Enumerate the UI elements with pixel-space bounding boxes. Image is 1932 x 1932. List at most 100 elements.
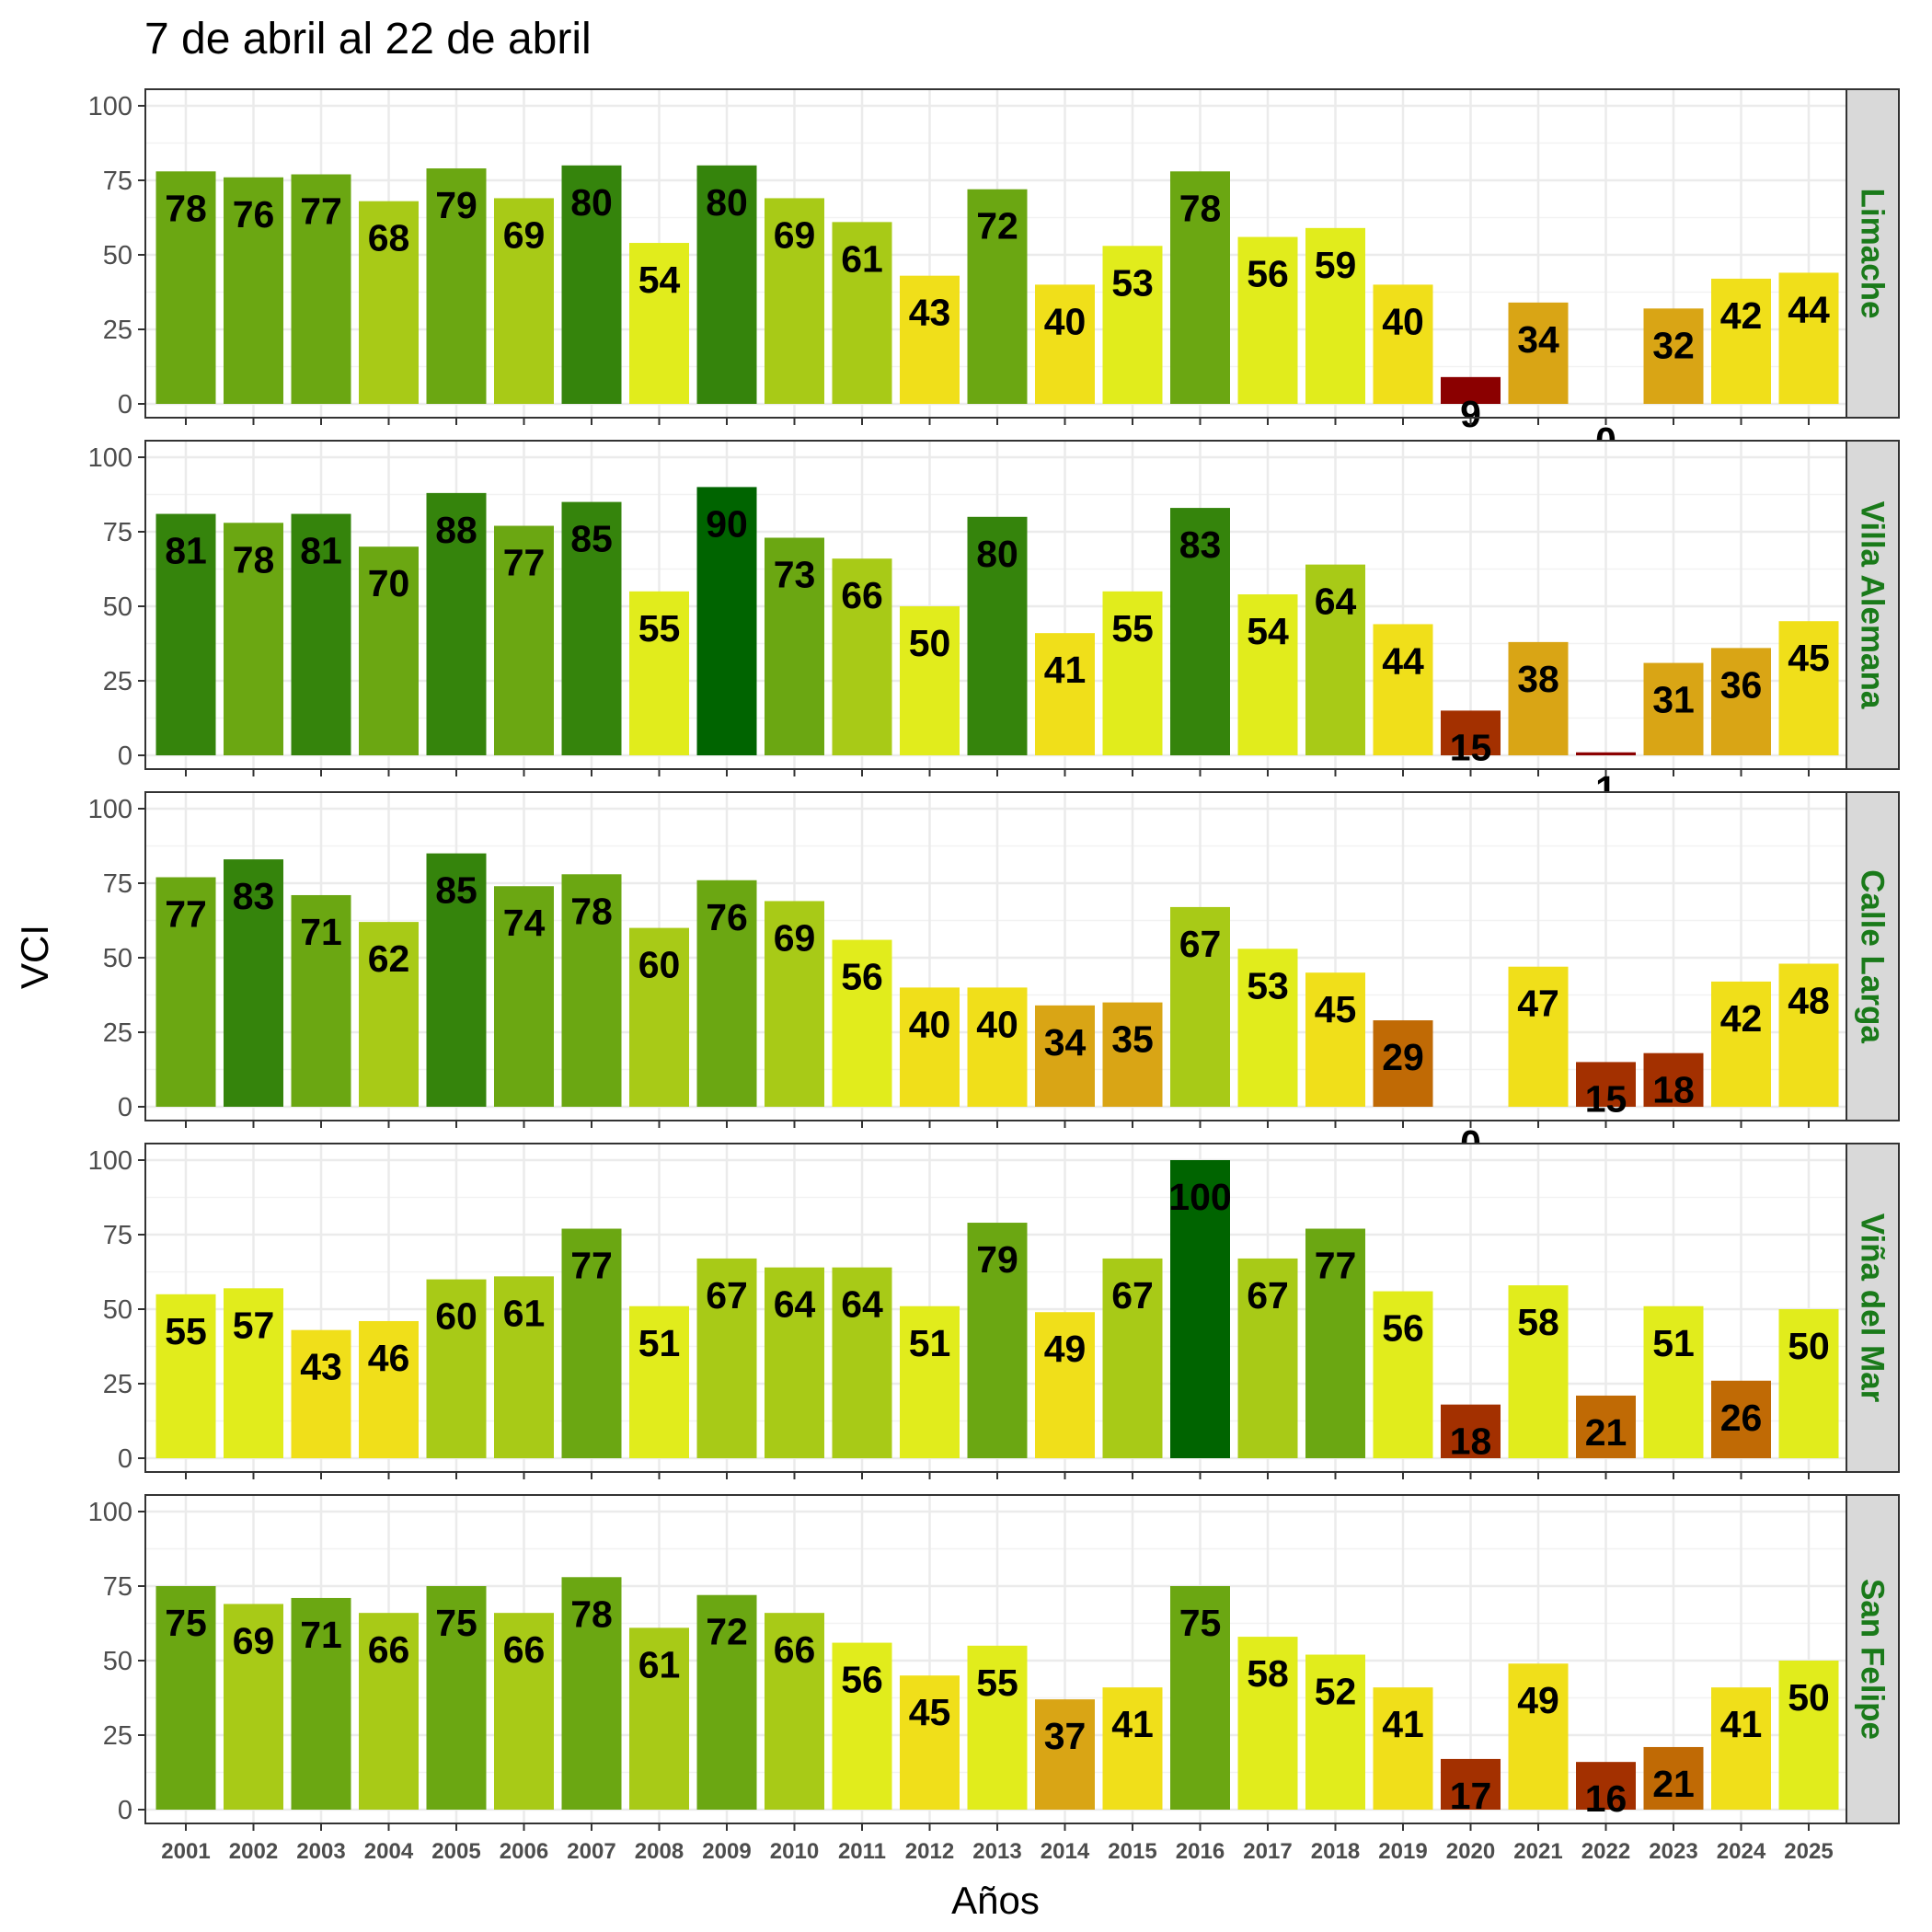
bar <box>1035 1312 1095 1458</box>
data-label: 80 <box>976 533 1018 575</box>
data-label: 43 <box>300 1346 342 1388</box>
y-tick-label: 75 <box>103 869 132 899</box>
bar <box>1441 1404 1501 1458</box>
facet-strip-label: Limache <box>1855 189 1891 319</box>
bar <box>1711 648 1771 755</box>
bar <box>494 525 554 755</box>
bar <box>291 1597 351 1810</box>
x-tick-label: 2017 <box>1243 1839 1292 1864</box>
bar <box>359 1613 419 1810</box>
data-label: 44 <box>1788 288 1830 330</box>
data-label: 40 <box>1382 300 1424 342</box>
bar <box>900 606 960 755</box>
bar <box>765 1613 824 1810</box>
bar <box>1576 1062 1636 1107</box>
x-tick-label: 2002 <box>229 1839 278 1864</box>
data-label: 51 <box>1652 1322 1695 1364</box>
x-tick-label: 2016 <box>1176 1839 1225 1864</box>
bar <box>1305 1228 1365 1458</box>
y-tick-label: 100 <box>88 1498 132 1527</box>
bar <box>426 168 487 404</box>
data-label: 74 <box>503 902 546 944</box>
data-label: 67 <box>1247 1274 1289 1317</box>
bar <box>900 1675 960 1810</box>
data-label: 45 <box>909 1691 951 1733</box>
bar <box>494 1613 554 1810</box>
bar <box>224 177 283 404</box>
data-label: 21 <box>1585 1411 1627 1454</box>
bar <box>900 987 960 1107</box>
bar <box>1778 621 1839 755</box>
bar <box>1576 752 1636 755</box>
data-label: 50 <box>1788 1676 1830 1719</box>
data-label: 61 <box>841 237 883 280</box>
data-label: 40 <box>1044 300 1087 342</box>
data-label: 100 <box>1168 1176 1231 1218</box>
data-label: 46 <box>368 1337 410 1379</box>
data-label: 41 <box>1044 649 1087 691</box>
data-label: 79 <box>976 1238 1018 1281</box>
bar <box>1576 1395 1636 1458</box>
data-label: 54 <box>638 259 681 301</box>
y-tick-label: 50 <box>103 592 132 622</box>
data-label: 77 <box>1315 1245 1357 1287</box>
data-label: 58 <box>1517 1301 1559 1343</box>
bar <box>359 201 419 404</box>
y-tick-label: 75 <box>103 518 132 547</box>
y-tick-label: 25 <box>103 1370 132 1399</box>
bar <box>1035 1699 1095 1810</box>
data-label: 71 <box>300 911 342 953</box>
y-tick-label: 0 <box>118 390 132 420</box>
data-label: 35 <box>1111 1018 1154 1061</box>
x-tick-label: 2024 <box>1717 1839 1766 1864</box>
data-label: 90 <box>706 502 748 545</box>
bar <box>967 516 1028 755</box>
bar <box>696 487 757 755</box>
bar <box>1441 1758 1501 1810</box>
data-label: 61 <box>638 1643 681 1685</box>
data-label: 70 <box>368 562 410 604</box>
bar <box>291 174 351 404</box>
bar <box>765 901 824 1107</box>
bar <box>1373 1020 1433 1107</box>
bar <box>1237 949 1298 1107</box>
bar <box>832 222 892 404</box>
bar <box>291 1329 351 1458</box>
bar <box>1035 284 1095 404</box>
x-tick-label: 2021 <box>1513 1839 1562 1864</box>
bar <box>629 591 689 755</box>
data-label: 40 <box>976 1003 1018 1045</box>
data-label: 67 <box>706 1274 748 1317</box>
data-label: 61 <box>503 1292 546 1334</box>
data-label: 56 <box>1247 253 1289 295</box>
facet-panel-4: 75 69 71 66 75 66 78 61 72 66 56 45 55 37 41 75 58 52 41 17… <box>88 1494 1900 1831</box>
data-label: 29 <box>1382 1036 1424 1078</box>
x-tick-label: 2008 <box>635 1839 684 1864</box>
x-tick-label: 2007 <box>567 1839 615 1864</box>
bar <box>155 171 216 404</box>
data-label: 71 <box>300 1614 342 1656</box>
data-label: 18 <box>1652 1069 1695 1111</box>
data-label: 67 <box>1111 1274 1154 1317</box>
data-label: 43 <box>909 292 951 334</box>
bar <box>426 492 487 755</box>
bar <box>1441 376 1501 404</box>
bar <box>1508 1285 1569 1458</box>
bar <box>291 894 351 1107</box>
bar <box>561 1577 622 1810</box>
data-label: 53 <box>1247 964 1289 1006</box>
bar <box>967 189 1028 404</box>
data-label: 56 <box>841 1659 883 1701</box>
y-tick-label: 100 <box>88 1146 132 1176</box>
data-label: 85 <box>435 869 477 912</box>
data-label: 55 <box>976 1662 1018 1704</box>
facet-strip <box>1846 88 1900 419</box>
y-tick-label: 0 <box>118 1796 132 1825</box>
bar <box>561 165 622 405</box>
data-label: 85 <box>570 518 613 560</box>
data-label: 81 <box>165 530 207 572</box>
y-tick-label: 25 <box>103 1018 132 1048</box>
x-tick-label: 2005 <box>431 1839 480 1864</box>
bar <box>1237 236 1298 404</box>
data-label: 76 <box>233 193 275 236</box>
